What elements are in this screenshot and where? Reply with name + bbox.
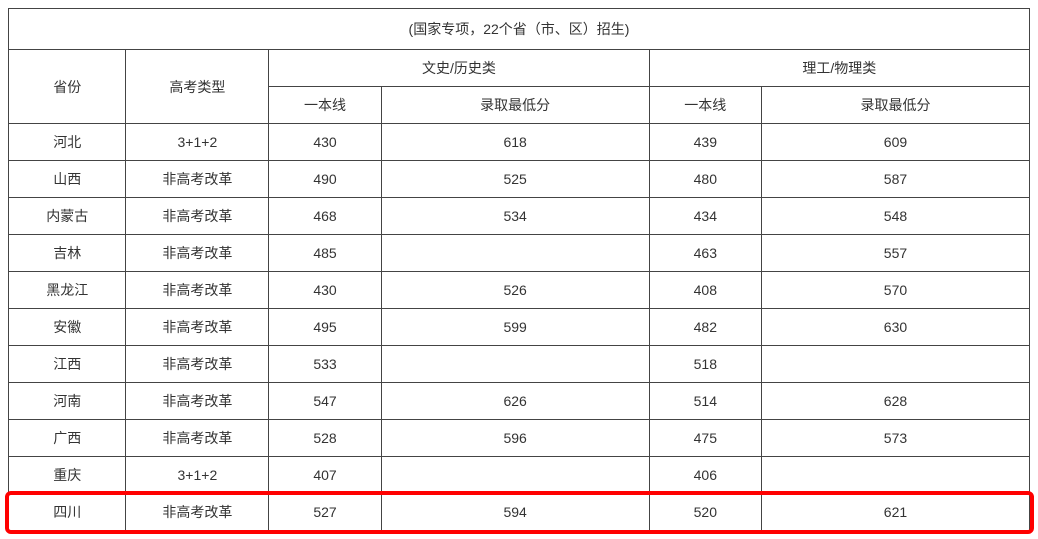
header-science-min: 录取最低分 [761, 87, 1029, 124]
table-body: 河北3+1+2430618439609山西非高考改革490525480587内蒙… [9, 124, 1030, 531]
table-header-row-1: 省份 高考类型 文史/历史类 理工/物理类 [9, 50, 1030, 87]
cell-science-min [761, 346, 1029, 383]
cell-liberal-min: 534 [381, 198, 649, 235]
cell-science-min: 621 [761, 494, 1029, 531]
cell-province: 江西 [9, 346, 126, 383]
cell-science-min: 609 [761, 124, 1029, 161]
cell-province: 吉林 [9, 235, 126, 272]
cell-liberal-min [381, 235, 649, 272]
cell-province: 河北 [9, 124, 126, 161]
table-row: 广西非高考改革528596475573 [9, 420, 1030, 457]
cell-science-min: 548 [761, 198, 1029, 235]
header-liberal-group: 文史/历史类 [269, 50, 649, 87]
cell-liberal-line: 495 [269, 309, 381, 346]
cell-province: 广西 [9, 420, 126, 457]
cell-science-line: 406 [649, 457, 761, 494]
table-row: 吉林非高考改革485 463557 [9, 235, 1030, 272]
table-row: 重庆3+1+2407 406 [9, 457, 1030, 494]
cell-province: 重庆 [9, 457, 126, 494]
cell-province: 内蒙古 [9, 198, 126, 235]
cell-liberal-min: 594 [381, 494, 649, 531]
header-liberal-line: 一本线 [269, 87, 381, 124]
table-row: 山西非高考改革490525480587 [9, 161, 1030, 198]
cell-exam-type: 非高考改革 [126, 494, 269, 531]
cell-science-line: 520 [649, 494, 761, 531]
table-row: 安徽非高考改革495599482630 [9, 309, 1030, 346]
cell-exam-type: 非高考改革 [126, 198, 269, 235]
header-science-group: 理工/物理类 [649, 50, 1029, 87]
cell-liberal-line: 485 [269, 235, 381, 272]
cell-liberal-line: 528 [269, 420, 381, 457]
cell-liberal-line: 547 [269, 383, 381, 420]
cell-science-line: 408 [649, 272, 761, 309]
header-province: 省份 [9, 50, 126, 124]
cell-exam-type: 3+1+2 [126, 124, 269, 161]
cell-exam-type: 非高考改革 [126, 420, 269, 457]
cell-liberal-min [381, 457, 649, 494]
cell-province: 山西 [9, 161, 126, 198]
cell-exam-type: 非高考改革 [126, 309, 269, 346]
cell-province: 河南 [9, 383, 126, 420]
cell-science-line: 480 [649, 161, 761, 198]
header-exam-type: 高考类型 [126, 50, 269, 124]
cell-province: 四川 [9, 494, 126, 531]
cell-liberal-line: 430 [269, 124, 381, 161]
cell-science-min [761, 457, 1029, 494]
cell-exam-type: 3+1+2 [126, 457, 269, 494]
table-row: 河北3+1+2430618439609 [9, 124, 1030, 161]
cell-science-line: 434 [649, 198, 761, 235]
cell-science-line: 518 [649, 346, 761, 383]
cell-liberal-min: 526 [381, 272, 649, 309]
cell-liberal-line: 468 [269, 198, 381, 235]
cell-liberal-line: 533 [269, 346, 381, 383]
table-row: 内蒙古非高考改革468534434548 [9, 198, 1030, 235]
admission-table: (国家专项，22个省（市、区）招生) 省份 高考类型 文史/历史类 理工/物理类… [8, 8, 1030, 531]
cell-liberal-line: 407 [269, 457, 381, 494]
table-wrapper: (国家专项，22个省（市、区）招生) 省份 高考类型 文史/历史类 理工/物理类… [8, 8, 1030, 531]
cell-exam-type: 非高考改革 [126, 235, 269, 272]
cell-science-line: 475 [649, 420, 761, 457]
cell-science-min: 570 [761, 272, 1029, 309]
cell-liberal-min: 596 [381, 420, 649, 457]
cell-liberal-min [381, 346, 649, 383]
cell-liberal-min: 618 [381, 124, 649, 161]
header-liberal-min: 录取最低分 [381, 87, 649, 124]
table-title-row: (国家专项，22个省（市、区）招生) [9, 9, 1030, 50]
header-science-line: 一本线 [649, 87, 761, 124]
cell-exam-type: 非高考改革 [126, 346, 269, 383]
cell-exam-type: 非高考改革 [126, 272, 269, 309]
cell-liberal-min: 599 [381, 309, 649, 346]
table-row: 江西非高考改革533 518 [9, 346, 1030, 383]
cell-liberal-min: 626 [381, 383, 649, 420]
cell-exam-type: 非高考改革 [126, 383, 269, 420]
cell-liberal-min: 525 [381, 161, 649, 198]
cell-science-line: 514 [649, 383, 761, 420]
cell-liberal-line: 490 [269, 161, 381, 198]
cell-science-min: 628 [761, 383, 1029, 420]
cell-science-min: 630 [761, 309, 1029, 346]
table-row: 四川非高考改革527594520621 [9, 494, 1030, 531]
cell-liberal-line: 430 [269, 272, 381, 309]
table-title: (国家专项，22个省（市、区）招生) [9, 9, 1030, 50]
cell-province: 安徽 [9, 309, 126, 346]
cell-science-min: 587 [761, 161, 1029, 198]
table-row: 黑龙江非高考改革430526408570 [9, 272, 1030, 309]
cell-province: 黑龙江 [9, 272, 126, 309]
cell-science-min: 573 [761, 420, 1029, 457]
cell-science-line: 482 [649, 309, 761, 346]
cell-science-line: 439 [649, 124, 761, 161]
cell-science-min: 557 [761, 235, 1029, 272]
cell-science-line: 463 [649, 235, 761, 272]
cell-liberal-line: 527 [269, 494, 381, 531]
table-row: 河南非高考改革547626514628 [9, 383, 1030, 420]
cell-exam-type: 非高考改革 [126, 161, 269, 198]
